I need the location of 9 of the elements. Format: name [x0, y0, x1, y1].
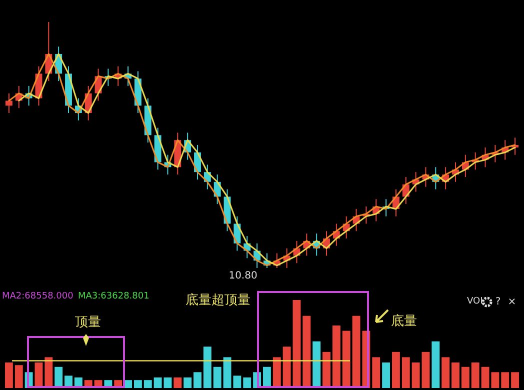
- text: 10.80: [228, 270, 258, 282]
- annotation: MA3:63628.801: [78, 292, 150, 302]
- annotation: ?: [495, 296, 501, 308]
- annotation: MA2:68558.000: [2, 292, 74, 302]
- annotation: VOL: [467, 296, 486, 307]
- annotation: 底量超顶量: [186, 292, 250, 308]
- annotation: 顶量: [75, 314, 101, 330]
- annotation: 底量: [391, 314, 417, 329]
- annotation: ×: [508, 296, 516, 308]
